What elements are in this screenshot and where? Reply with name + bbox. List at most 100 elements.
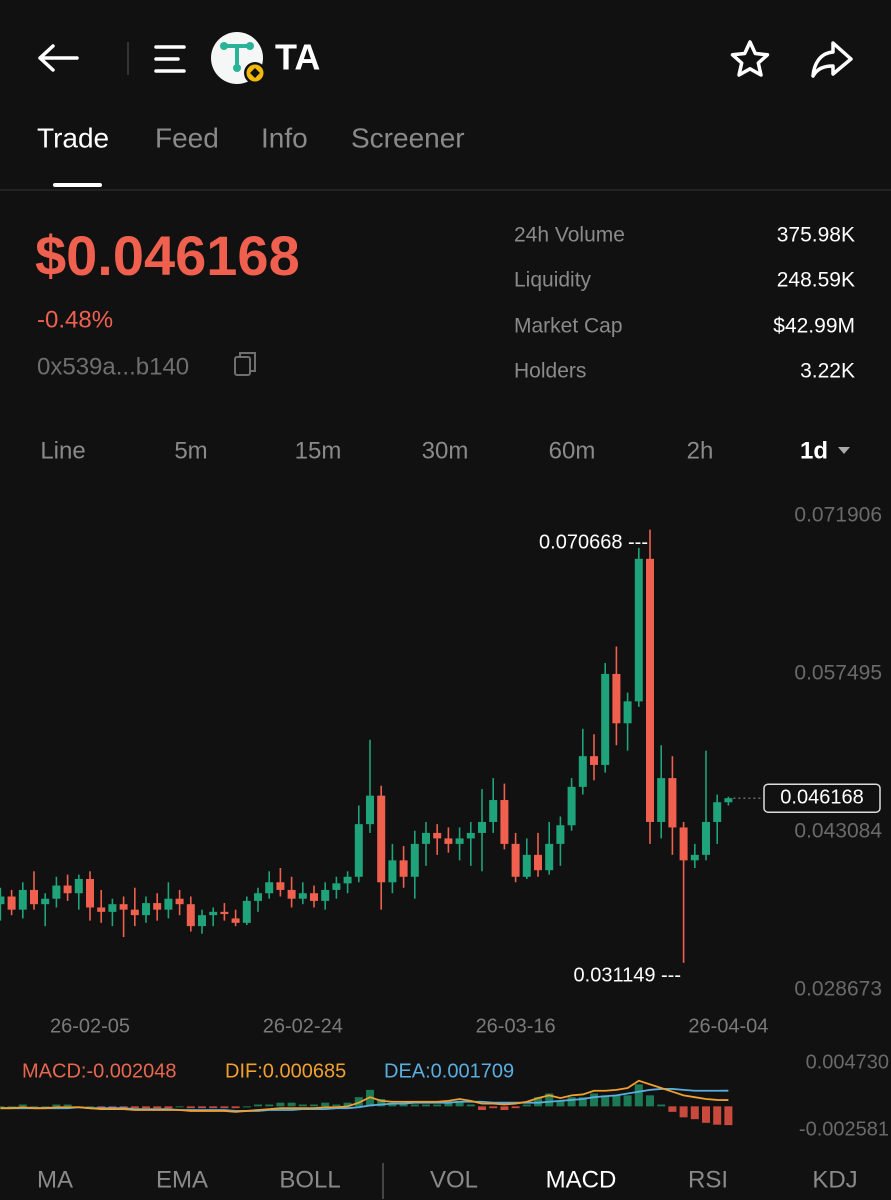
macd-bar <box>310 1104 318 1107</box>
candle-body <box>545 843 554 871</box>
candle-body <box>668 778 677 828</box>
y-tick-label: 0.004730 <box>806 1051 889 1073</box>
macd-bar <box>298 1104 307 1107</box>
candle-body <box>444 838 453 844</box>
candle-body <box>601 673 610 765</box>
candle-body <box>354 824 363 877</box>
back-button[interactable] <box>38 44 79 72</box>
x-tick-label: 26-04-04 <box>688 1015 768 1037</box>
stat-value: 248.59K <box>777 269 855 292</box>
macd-bar <box>679 1106 688 1118</box>
interval[interactable]: 15m <box>295 437 342 464</box>
y-tick-label: 0.028673 <box>794 978 882 1001</box>
candle-body <box>511 843 520 877</box>
macd-dea-line <box>0 1088 729 1112</box>
interval[interactable]: 5m <box>174 437 207 464</box>
macd-bar <box>18 1104 27 1107</box>
stat-value: 3.22K <box>800 360 855 383</box>
macd-legend: DEA:0.001709 <box>384 1060 514 1082</box>
share-button[interactable] <box>811 41 853 78</box>
candle-body <box>646 558 654 822</box>
interval-dropdown[interactable] <box>838 447 850 454</box>
candle-body <box>388 860 397 883</box>
token-logo[interactable] <box>211 32 266 84</box>
interval[interactable]: 30m <box>422 437 469 464</box>
macd-bar <box>220 1106 229 1109</box>
indicator[interactable]: VOL <box>430 1166 478 1193</box>
candle-body <box>500 800 509 844</box>
candle-body <box>86 878 94 908</box>
indicator[interactable]: EMA <box>156 1166 208 1193</box>
tab[interactable]: Feed <box>155 122 219 153</box>
macd-bar <box>321 1102 330 1107</box>
macd-bar <box>153 1106 162 1109</box>
macd-bar <box>175 1106 184 1108</box>
indicator[interactable]: RSI <box>688 1166 728 1193</box>
candle-body <box>142 903 150 916</box>
macd-bar <box>130 1106 139 1109</box>
macd-bar <box>377 1099 386 1107</box>
y-tick-label: 0.057495 <box>794 662 882 685</box>
candle-body <box>534 854 542 871</box>
candle-body <box>298 893 307 899</box>
candle-body <box>522 854 531 877</box>
macd-bar <box>657 1104 666 1107</box>
candle-body <box>399 860 408 877</box>
interval[interactable]: 1d <box>800 437 828 464</box>
tab[interactable]: Trade <box>37 122 109 153</box>
macd-bar <box>422 1104 430 1107</box>
candle-body <box>623 701 632 724</box>
stat-value: $42.99M <box>773 315 855 338</box>
macd-legend: DIF:0.000685 <box>225 1060 346 1082</box>
macd-bar <box>511 1106 520 1109</box>
tab[interactable]: Screener <box>351 122 465 153</box>
candle-body <box>186 904 195 927</box>
candle-body <box>0 896 5 905</box>
macd-dif-line <box>0 1079 729 1113</box>
candle-body <box>612 673 621 724</box>
menu-button[interactable] <box>154 45 186 73</box>
macd-bar <box>444 1102 453 1107</box>
macd-bar <box>388 1102 397 1107</box>
indicator[interactable]: KDJ <box>812 1166 857 1193</box>
candle-body <box>198 915 206 927</box>
indicator[interactable]: MACD <box>546 1166 617 1193</box>
candle-body <box>690 854 699 861</box>
tab[interactable]: Info <box>261 122 308 153</box>
candle-body <box>164 898 173 910</box>
token-symbol: TA <box>275 37 320 78</box>
macd-bar <box>254 1104 262 1107</box>
macd-bar <box>500 1106 509 1111</box>
interval[interactable]: 2h <box>687 437 714 464</box>
favorite-button[interactable] <box>730 40 770 77</box>
macd-bar <box>30 1106 38 1108</box>
macd-bar <box>142 1106 150 1109</box>
candle-body <box>130 909 139 916</box>
macd-bar <box>724 1106 733 1126</box>
indicator[interactable]: MA <box>37 1166 73 1193</box>
macd-bar <box>601 1095 610 1107</box>
macd-bar <box>332 1104 341 1107</box>
low-annotation: 0.031149 --- <box>574 964 681 986</box>
candle-body <box>556 825 565 844</box>
macd-bar <box>108 1106 117 1109</box>
candle-body <box>366 795 374 825</box>
macd-bar <box>466 1104 475 1107</box>
candle-body <box>567 786 576 826</box>
contract-address: 0x539a...b140 <box>37 353 189 380</box>
candle-body <box>578 756 587 787</box>
macd-bar <box>623 1095 632 1107</box>
interval[interactable]: Line <box>40 437 85 464</box>
candle-body <box>231 918 240 923</box>
macd-bar <box>690 1106 699 1120</box>
candle-body <box>153 903 162 910</box>
tab-indicator <box>53 183 102 187</box>
macd-legend: MACD:-0.002048 <box>22 1060 177 1082</box>
interval[interactable]: 60m <box>549 437 596 464</box>
copy-button[interactable] <box>234 352 256 376</box>
candle-body <box>52 885 61 899</box>
indicator[interactable]: BOLL <box>279 1166 340 1193</box>
stat-label: Liquidity <box>514 269 592 292</box>
y-tick-label: -0.002581 <box>799 1118 889 1140</box>
macd-bar <box>455 1100 464 1107</box>
